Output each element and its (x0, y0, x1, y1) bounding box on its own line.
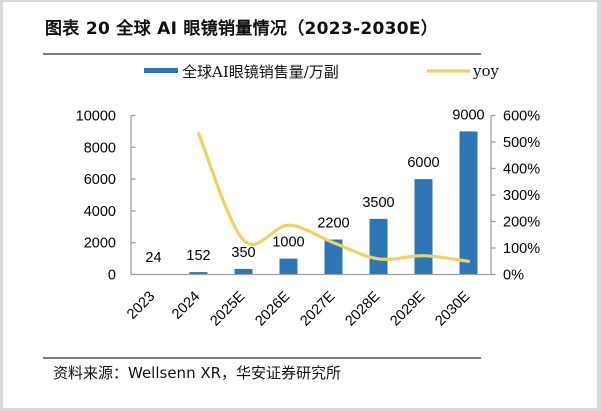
bar-2026e (279, 258, 298, 275)
bar-data-label: 3500 (362, 195, 394, 211)
page-background (3, 2, 597, 408)
left-axis-tick-label: 4000 (84, 204, 116, 220)
left-axis-tick-label: 0 (108, 268, 116, 284)
bar-data-label: 6000 (407, 155, 439, 171)
bar-data-label: 350 (231, 245, 255, 261)
bar-data-label: 24 (145, 250, 161, 266)
x-axis-category-label: 2027E (297, 288, 338, 329)
legend-bar-label: 全球AI眼镜销售量/万副 (182, 63, 339, 81)
right-axis-tick-label: 200% (503, 215, 540, 231)
bar-data-label: 2200 (317, 216, 349, 232)
bar-2029e (414, 179, 433, 275)
title-divider (43, 53, 481, 55)
x-axis-category-label: 2026E (252, 288, 293, 329)
chart-title: 图表 20 全球 AI 眼镜销量情况（2023-2030E） (45, 19, 439, 39)
left-axis-tick-label: 8000 (84, 140, 116, 156)
left-axis-tick-label: 10000 (76, 109, 116, 125)
x-axis-category-label: 2029E (387, 288, 428, 329)
left-axis-tick-label: 2000 (84, 236, 116, 252)
x-axis-category-label: 2023 (124, 289, 158, 323)
x-axis-category-label: 2028E (342, 288, 383, 329)
left-axis-tick-label: 6000 (84, 172, 116, 188)
source-note: 资料来源：Wellsenn XR，华安证券研究所 (53, 364, 342, 382)
bar-2024 (189, 272, 208, 275)
right-axis-tick-label: 400% (503, 162, 540, 178)
bar-2027e (324, 239, 343, 275)
x-axis-category-label: 2025E (207, 288, 248, 329)
source-divider (43, 357, 481, 359)
x-axis-category-label: 2030E (432, 288, 473, 329)
bar-data-label: 152 (186, 248, 210, 264)
yoy-series-line (196, 131, 471, 263)
legend-bar-swatch (144, 68, 178, 73)
bar-2028e (369, 218, 388, 275)
bar-2025e (234, 268, 253, 275)
bar-2030e (459, 131, 478, 275)
bar-data-label: 9000 (452, 107, 484, 123)
right-axis-tick-label: 600% (503, 109, 540, 125)
x-axis-category-label: 2024 (169, 289, 203, 323)
right-axis-tick-label: 100% (503, 241, 540, 257)
bar-data-label: 1000 (272, 235, 304, 251)
right-axis-tick-label: 500% (503, 135, 540, 151)
right-axis-tick-label: 0% (503, 268, 524, 284)
legend-line-label: yoy (472, 62, 500, 80)
right-axis-tick-label: 300% (503, 188, 540, 204)
